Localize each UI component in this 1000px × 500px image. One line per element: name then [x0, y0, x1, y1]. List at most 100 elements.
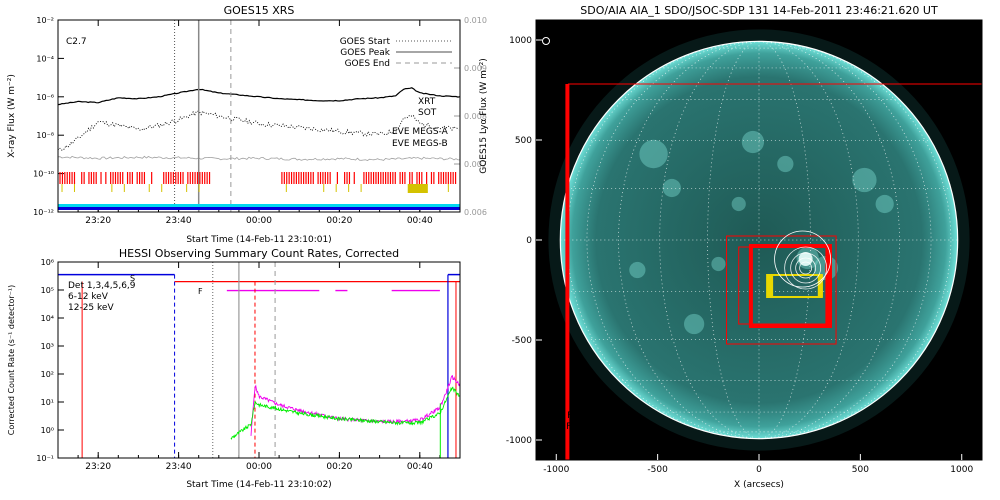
- hessi-legend: Det 1,3,4,5,6,9 6-12 keV 12-25 keV: [68, 281, 136, 313]
- goes-ylabel: X-ray Flux (W m⁻²): [7, 74, 17, 158]
- aia-ytick-label: 500: [515, 136, 532, 146]
- hessi-6-12-kev-line: [250, 374, 460, 436]
- aia-longitude-line: [758, 40, 811, 440]
- hessi-ylabel: Corrected Count Rate (s⁻¹ detector⁻¹): [7, 285, 16, 436]
- goes-panel: GOES15 XRS 10⁻² 10⁻⁴ 10⁻⁶ 10⁻⁸ 10⁻¹⁰ 10⁻¹² 0.0…: [7, 4, 489, 245]
- aia-active-region: [639, 139, 668, 169]
- goes-short-channel-line: [58, 110, 459, 151]
- goes-ytick-label: 10⁻²: [36, 16, 54, 25]
- xrt-fov-edge-right: [825, 246, 832, 326]
- legend-goes-peak: GOES Peak: [340, 48, 390, 58]
- aia-active-region: [875, 194, 894, 214]
- sot-fov-edge: [767, 275, 774, 297]
- hessi-ytick-label: 10³: [41, 342, 54, 351]
- goes-xlabel: Start Time (14-Feb-11 23:10:01): [186, 235, 331, 245]
- goes-y2label: GOES15 Lyα Flux (W m⁻²): [479, 58, 489, 174]
- aia-xlabel: X (arcsecs): [734, 480, 784, 490]
- legend-sot-fov: SOT FOV: [546, 411, 586, 421]
- sot-fov-edge-right: [817, 275, 823, 297]
- aia-xtick-label: -500: [647, 465, 668, 475]
- goes-xtick-label: 00:20: [326, 216, 352, 226]
- aia-solar-disk: [560, 41, 958, 439]
- hessi-flag-s: S: [130, 274, 135, 283]
- aia-active-region: [711, 256, 726, 272]
- aia-longitude-line: [566, 40, 760, 440]
- aia-flare-location-circle: [774, 230, 831, 288]
- aia-active-region: [731, 196, 746, 212]
- legend-sot: SOT: [418, 108, 437, 118]
- aia-longitude-line: [758, 40, 952, 440]
- aia-ytick-label: -500: [512, 336, 533, 346]
- hessi-xlabel: Start Time (14-Feb-11 23:10:02): [186, 480, 331, 490]
- aia-xtick-label: 500: [852, 465, 869, 475]
- aia-ytick-label: 1000: [509, 36, 532, 46]
- xrt-fov-medium: [726, 235, 837, 345]
- goes-xtick-label: 00:00: [246, 216, 272, 226]
- aia-active-region: [629, 261, 646, 279]
- hessi-ytick-label: 10²: [41, 370, 54, 379]
- hessi-ytick-label: 10¹: [41, 398, 54, 407]
- goes-axes-frame: [57, 19, 461, 213]
- aia-flare-brightening: [798, 252, 813, 266]
- goes-obs-legend: XRT SOT EVE MEGS-A EVE MEGS-B: [392, 97, 449, 149]
- goes-lya-line: [58, 155, 460, 161]
- goes-y2tick-label: 0.009: [464, 64, 487, 73]
- hessi-ytick-label: 10⁴: [41, 314, 54, 323]
- hessi-xtick-label: 23:20: [85, 462, 111, 472]
- aia-flare-contour: [799, 261, 813, 275]
- aia-longitude-line: [586, 40, 760, 440]
- hessi-panel: HESSI Observing Summary Count Rates, Cor…: [7, 247, 461, 490]
- hessi-ytick-label: 10⁻¹: [36, 454, 54, 463]
- aia-flare-marker-icon: [542, 37, 550, 45]
- goes-legend: GOES Start GOES Peak GOES End: [340, 37, 452, 69]
- aia-xtick-label: -1000: [543, 465, 569, 475]
- hessi-title: HESSI Observing Summary Count Rates, Cor…: [119, 247, 399, 260]
- aia-longitude-line: [758, 40, 900, 440]
- goes-title: GOES15 XRS: [224, 4, 295, 17]
- legend-12-25-kev: 12-25 keV: [68, 303, 114, 313]
- hessi-xtick-label: 00:00: [246, 462, 272, 472]
- goes-y2tick-label: 0.006: [464, 208, 487, 217]
- legend-eve-megs-a: EVE MEGS-A: [392, 127, 449, 137]
- aia-panel: SDO/AIA AIA_1 SDO/JSOC-SDP 131 14-Feb-20…: [506, 4, 983, 490]
- hessi-ytick-label: 10⁰: [41, 426, 54, 435]
- aia-longitude-line: [707, 40, 760, 440]
- aia-active-region: [683, 313, 705, 335]
- aia-flare-contour: [784, 246, 828, 290]
- xrt-fov-edge: [565, 84, 570, 460]
- goes-ytick-label: 10⁻⁴: [36, 54, 54, 63]
- goes-y2tick-label: 0.007: [464, 160, 487, 169]
- aia-annotation: AIA flare location: [542, 37, 630, 47]
- goes-ytick-label: 10⁻⁶: [36, 93, 54, 102]
- aia-longitude-line: [758, 40, 932, 440]
- goes-xtick-label: 00:40: [407, 216, 433, 226]
- hessi-ytick-label: 10⁶: [41, 258, 54, 267]
- goes-flare-class: C2.7: [66, 37, 87, 47]
- legend-goes-end: GOES End: [345, 59, 390, 69]
- goes-ytick-label: 10⁻⁸: [36, 131, 54, 140]
- legend-xrt: XRT: [418, 97, 436, 107]
- aia-flare-contour: [790, 252, 822, 284]
- legend-6-12-kev: 6-12 keV: [68, 292, 109, 302]
- hessi-xtick-label: 00:20: [326, 462, 352, 472]
- hessi-ytick-label: 10⁵: [41, 286, 54, 295]
- aia-active-region: [852, 167, 877, 193]
- goes-xtick-label: 23:40: [166, 216, 192, 226]
- goes-plot-area: [58, 20, 460, 212]
- aia-longitude-line: [758, 40, 859, 440]
- aia-active-region: [777, 155, 794, 173]
- aia-longitude-line: [618, 40, 760, 440]
- hessi-12-25-kev-line: [230, 386, 460, 440]
- goes-xtick-label: 23:20: [85, 216, 111, 226]
- goes-ytick-label: 10⁻¹²: [33, 208, 54, 217]
- legend-det: Det 1,3,4,5,6,9: [68, 281, 136, 291]
- goes-long-channel-line: [58, 87, 460, 106]
- legend-xrt-fov: XRT FOV: [546, 422, 585, 432]
- sot-obs-block: [407, 184, 428, 193]
- aia-xtick-label: 0: [756, 465, 762, 475]
- aia-title: SDO/AIA AIA_1 SDO/JSOC-SDP 131 14-Feb-20…: [580, 4, 938, 17]
- aia-limb: [559, 40, 959, 440]
- aia-heliographic-grid: [560, 40, 958, 440]
- hessi-plot-area: [58, 262, 460, 458]
